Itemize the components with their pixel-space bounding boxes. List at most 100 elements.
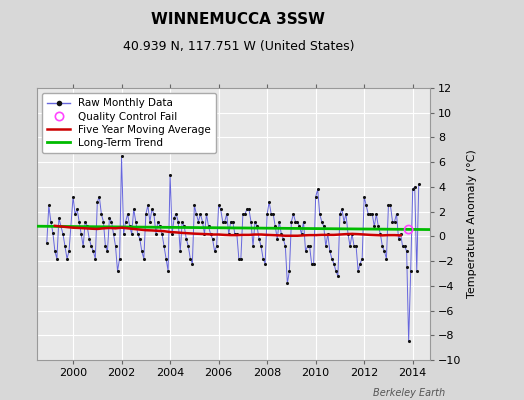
Point [332,268,340,274]
Point [342,211,350,217]
Point [380,248,389,254]
Point [150,211,158,217]
Point [364,211,373,217]
Point [214,202,223,209]
Point [251,218,259,225]
Point [77,231,85,237]
Point [310,260,318,267]
Point [101,243,110,250]
Point [247,218,255,225]
Point [301,248,310,254]
Point [249,243,257,250]
Point [384,202,392,209]
Point [170,215,178,221]
Point [277,231,286,237]
Point [330,260,338,267]
Point [160,243,168,250]
Point [336,211,344,217]
Point [110,231,118,237]
Point [358,256,366,262]
Point [228,218,237,225]
Point [91,256,100,262]
Point [202,211,211,217]
Point [144,202,152,209]
Point [348,231,356,237]
Point [368,211,376,217]
Point [287,218,296,225]
Point [178,218,187,225]
Point [305,243,314,250]
Point [204,223,213,230]
Point [146,218,154,225]
Point [188,260,196,267]
Point [414,181,423,188]
Point [374,223,383,230]
Point [117,153,126,159]
Point [47,218,55,225]
Point [255,236,263,242]
Point [192,211,201,217]
Point [382,256,390,262]
Point [400,243,409,250]
Point [124,211,132,217]
Point [174,218,182,225]
Point [65,248,73,254]
Point [87,243,95,250]
Point [200,231,209,237]
Point [233,231,241,237]
Point [398,243,407,250]
Point [338,206,346,212]
Point [223,211,231,217]
Point [182,236,191,242]
Point [132,218,140,225]
Point [158,231,166,237]
Point [303,243,312,250]
Point [103,248,112,254]
Point [296,223,304,230]
Point [85,236,93,242]
Point [216,206,225,212]
Point [259,256,267,262]
Point [166,171,174,178]
Point [370,223,378,230]
Point [139,256,148,262]
Point [402,264,411,270]
Point [340,218,348,225]
Text: 40.939 N, 117.751 W (United States): 40.939 N, 117.751 W (United States) [123,40,354,53]
Point [196,211,205,217]
Point [194,218,203,225]
Point [405,338,413,345]
Point [105,215,114,221]
Point [97,211,105,217]
Point [328,256,336,262]
Point [95,194,104,200]
Point [219,218,227,225]
Point [162,256,170,262]
Point [283,280,291,286]
Point [154,218,162,225]
Point [190,202,199,209]
Point [51,248,59,254]
Point [49,230,57,236]
Point [325,248,334,254]
Point [209,236,217,242]
Point [107,218,116,225]
Point [134,231,142,237]
Point [73,206,81,212]
Point [237,256,245,262]
Text: Berkeley Earth: Berkeley Earth [373,388,445,398]
Point [402,248,411,254]
Point [53,256,61,262]
Point [54,215,63,221]
Point [412,268,421,274]
Point [313,186,322,192]
Point [281,243,290,250]
Point [176,248,184,254]
Point [352,243,361,250]
Point [297,231,305,237]
Point [265,198,274,205]
Point [226,218,235,225]
Point [291,218,300,225]
Point [99,218,107,225]
Point [148,206,156,212]
